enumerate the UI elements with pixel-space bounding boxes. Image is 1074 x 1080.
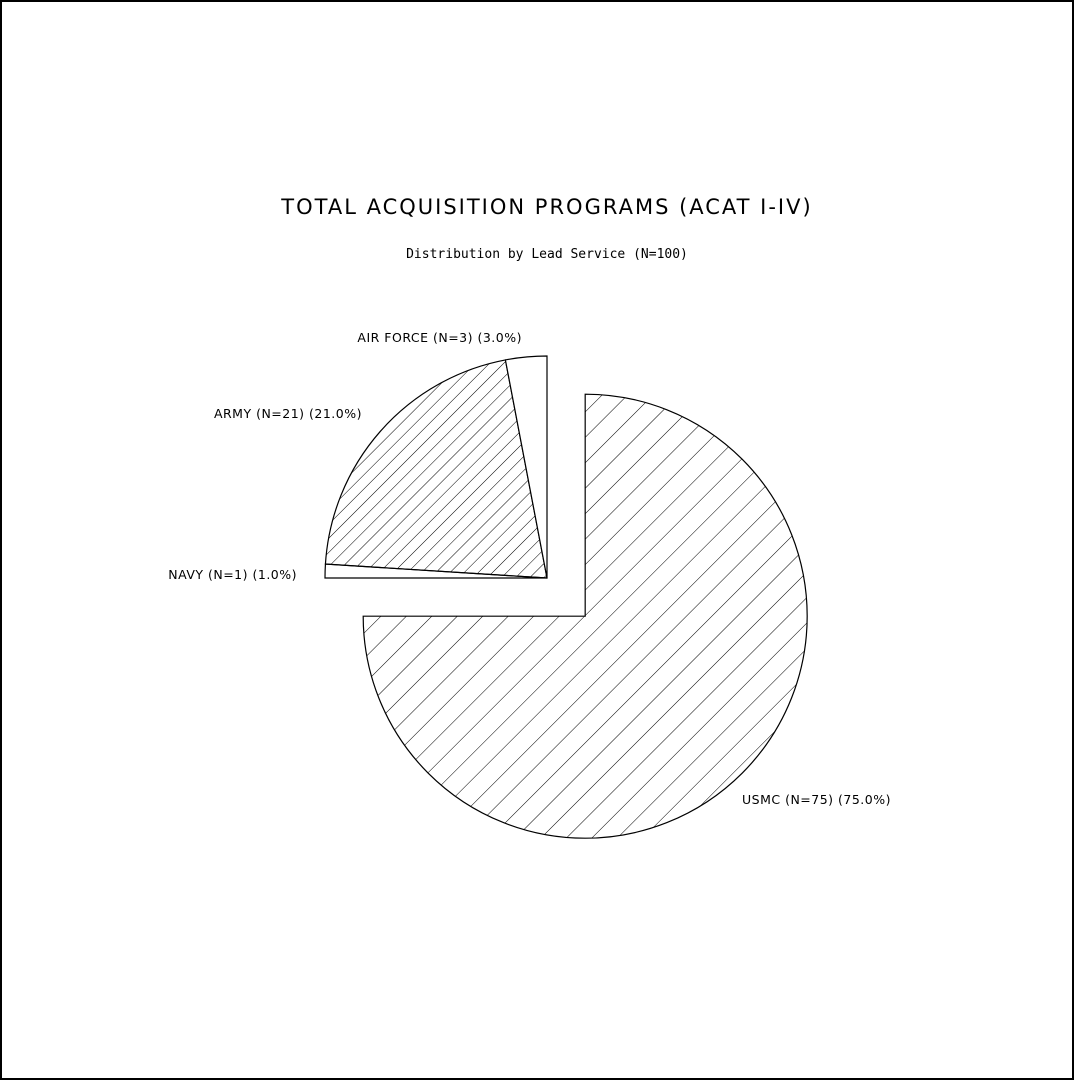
pie-slice-usmc [362,393,808,839]
pie-slice-air-force [504,355,548,579]
chart-subtitle: Distribution by Lead Service (N=100) [406,247,688,262]
slice-label-navy: NAVY (N=1) (1.0%) [168,567,297,582]
pie-slices [324,355,808,839]
slice-label-army: ARMY (N=21) (21.0%) [214,406,362,421]
slice-label-air-force: AIR FORCE (N=3) (3.0%) [357,330,522,345]
pie-slice-army [324,359,548,579]
slice-labels: USMC (N=75) (75.0%) NAVY (N=1) (1.0%) ARMY… [168,330,891,807]
chart-title: TOTAL ACQUISITION PROGRAMS (ACAT I-IV) [280,195,812,219]
slice-label-usmc: USMC (N=75) (75.0%) [742,792,891,807]
